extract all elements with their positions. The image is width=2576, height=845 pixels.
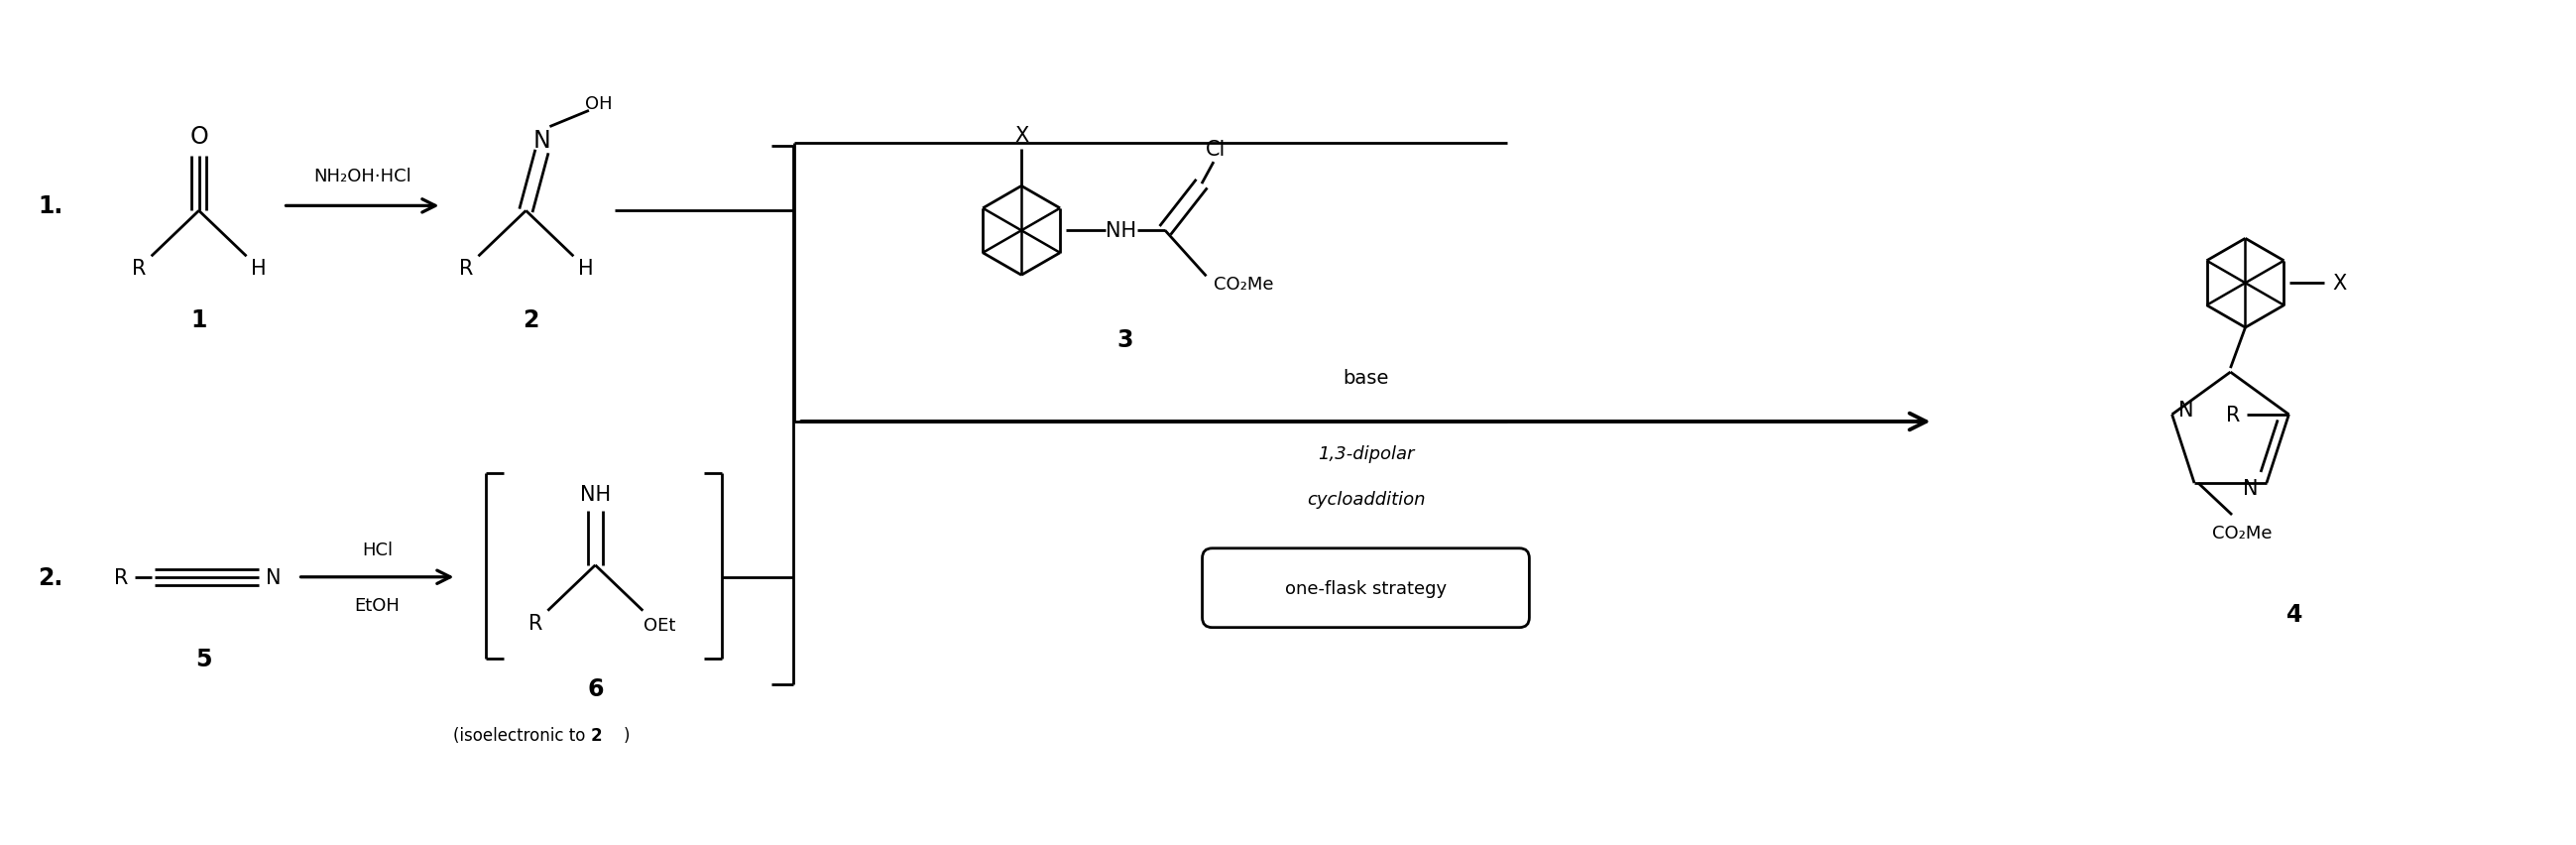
Text: CO₂Me: CO₂Me: [2213, 524, 2272, 542]
Text: CO₂Me: CO₂Me: [1213, 275, 1275, 293]
Text: one-flask strategy: one-flask strategy: [1285, 579, 1448, 597]
Text: H: H: [250, 259, 265, 279]
Text: R: R: [113, 567, 129, 587]
Text: N: N: [2244, 478, 2259, 499]
Text: HCl: HCl: [361, 541, 392, 559]
Text: 1,3-dipolar: 1,3-dipolar: [1316, 444, 1414, 462]
Text: X: X: [1015, 126, 1028, 146]
Text: 1.: 1.: [39, 194, 62, 218]
Text: OEt: OEt: [644, 616, 675, 634]
Text: 5: 5: [196, 646, 211, 670]
Text: H: H: [577, 259, 592, 279]
Text: 1: 1: [191, 308, 206, 332]
Text: R: R: [459, 259, 474, 279]
Text: 2: 2: [523, 308, 538, 332]
Text: 3: 3: [1118, 328, 1133, 352]
Text: N: N: [533, 128, 551, 152]
Text: 6: 6: [587, 676, 603, 700]
Text: base: base: [1342, 368, 1388, 387]
Text: N: N: [2179, 400, 2195, 420]
Text: NH₂OH·HCl: NH₂OH·HCl: [314, 168, 412, 186]
Text: 2.: 2.: [39, 565, 62, 589]
Text: 4: 4: [2287, 602, 2303, 626]
Text: R: R: [2226, 405, 2241, 425]
Text: R: R: [131, 259, 147, 279]
Text: 2: 2: [590, 727, 603, 744]
Text: EtOH: EtOH: [355, 596, 399, 613]
Text: (isoelectronic to: (isoelectronic to: [453, 727, 590, 744]
Text: Cl: Cl: [1206, 139, 1226, 160]
Text: ): ): [623, 727, 629, 744]
FancyBboxPatch shape: [1203, 548, 1530, 628]
Text: OH: OH: [585, 95, 613, 113]
Text: R: R: [528, 613, 544, 633]
Text: O: O: [191, 125, 209, 149]
Text: NH: NH: [1105, 221, 1136, 241]
Text: N: N: [265, 567, 281, 587]
Text: NH: NH: [580, 484, 611, 504]
Text: cycloaddition: cycloaddition: [1306, 490, 1425, 508]
Text: X: X: [2331, 274, 2347, 293]
